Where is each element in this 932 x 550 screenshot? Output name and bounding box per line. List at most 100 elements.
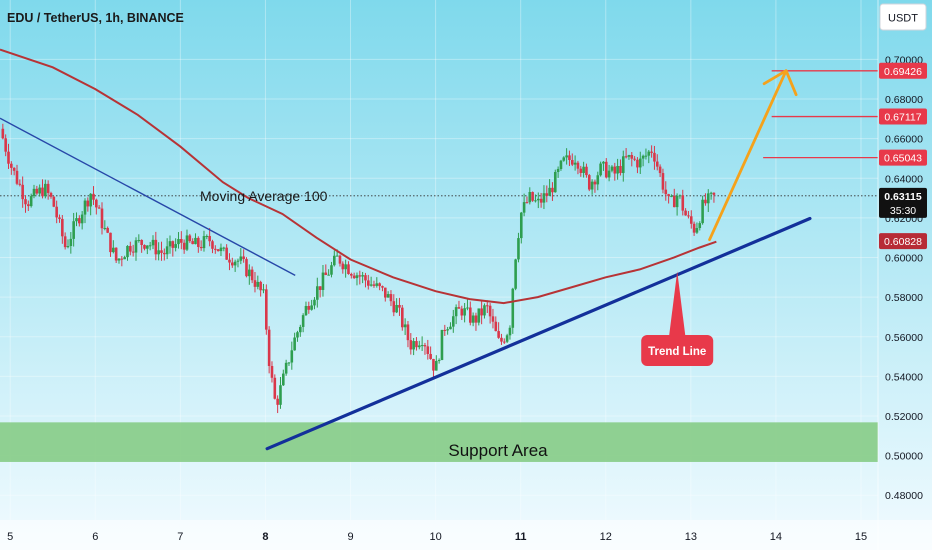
candle-body	[174, 244, 177, 248]
candle-body	[471, 315, 475, 323]
candle-body	[15, 170, 19, 184]
candle-body	[242, 256, 245, 260]
candle-body	[636, 159, 639, 168]
candle-body	[321, 272, 325, 290]
candle-body	[389, 294, 393, 302]
candle-body	[664, 189, 668, 195]
y-tick-label: 0.66000	[885, 134, 923, 146]
candle-body	[650, 151, 653, 153]
candle-body	[653, 152, 656, 162]
candle-body	[168, 241, 172, 247]
candle-body	[392, 301, 396, 313]
candle-body	[256, 281, 260, 287]
candle-body	[451, 316, 455, 327]
candle-body	[112, 247, 115, 253]
candle-body	[92, 193, 95, 200]
downtrend-line	[0, 117, 296, 276]
trend-line-label: Trend Line	[648, 346, 706, 358]
x-tick-label: 13	[685, 531, 697, 543]
x-tick-label: 7	[177, 531, 183, 543]
candle-body	[199, 246, 203, 249]
price-level-badge	[879, 108, 927, 125]
candle-body	[27, 204, 30, 207]
candle-body	[324, 272, 328, 275]
candle-body	[409, 340, 413, 350]
candle-body	[41, 187, 44, 197]
candle-body	[24, 199, 27, 205]
candle-body	[330, 265, 333, 275]
y-tick-label: 0.68000	[885, 94, 923, 106]
x-tick-label: 6	[92, 531, 98, 543]
candle-body	[573, 162, 577, 165]
candle-body	[565, 155, 568, 158]
candle-body	[284, 362, 288, 374]
candle-body	[338, 255, 342, 264]
candle-body	[222, 247, 226, 249]
candle-body	[613, 166, 617, 174]
candle-body	[86, 200, 90, 207]
candle-body	[576, 162, 580, 169]
candle-body	[412, 341, 415, 350]
candle-body	[194, 237, 197, 245]
candle-body	[528, 192, 532, 203]
candlesticks	[1, 123, 716, 414]
y-tick-label: 0.54000	[885, 371, 923, 383]
current-price-badge	[879, 187, 927, 218]
candle-body	[684, 210, 687, 216]
candle-body	[437, 359, 441, 362]
price-level-badge-label: 0.67117	[884, 112, 921, 124]
candle-body	[154, 239, 158, 255]
candle-body	[262, 289, 265, 291]
candle-body	[658, 166, 662, 174]
candle-body	[49, 192, 53, 197]
candle-body	[548, 187, 551, 196]
candle-body	[287, 362, 291, 364]
candle-body	[695, 228, 699, 233]
candle-body	[270, 365, 274, 378]
candle-body	[143, 244, 146, 249]
candle-body	[89, 193, 92, 207]
candle-body	[120, 258, 124, 260]
candle-body	[1, 128, 5, 139]
candle-body	[310, 305, 313, 310]
candle-body	[607, 170, 611, 178]
candle-body	[638, 158, 642, 168]
candle-body	[420, 345, 424, 347]
candle-body	[134, 240, 138, 253]
candle-body	[585, 166, 588, 176]
candle-body	[531, 192, 534, 201]
candle-body	[83, 200, 87, 215]
candle-body	[165, 246, 169, 255]
candle-body	[367, 280, 370, 286]
trend-line-callout: Trend Line	[641, 271, 714, 366]
candle-body	[276, 398, 279, 405]
candle-body	[282, 373, 285, 386]
x-tick-label: 5	[7, 531, 13, 543]
candle-body	[534, 200, 537, 202]
candle-body	[505, 335, 509, 342]
candle-body	[44, 183, 47, 197]
candle-body	[698, 223, 702, 229]
candle-body	[358, 275, 362, 277]
y-tick-label: 0.50000	[885, 451, 923, 463]
candle-body	[706, 193, 710, 204]
currency-button[interactable]: USDT	[879, 3, 927, 31]
candle-body	[579, 168, 583, 173]
candle-body	[689, 216, 693, 224]
candle-body	[137, 239, 141, 241]
candle-body	[375, 283, 379, 286]
price-level-badge	[879, 62, 927, 79]
candle-body	[403, 324, 407, 328]
candle-body	[267, 329, 271, 366]
candle-body	[117, 258, 121, 261]
candle-body	[466, 307, 469, 309]
candle-body	[630, 155, 634, 159]
candle-body	[517, 238, 520, 260]
candle-body	[80, 214, 84, 224]
candle-body	[355, 275, 359, 279]
candle-body	[216, 249, 220, 252]
candle-body	[163, 252, 166, 255]
candle-body	[361, 275, 364, 277]
candle-body	[131, 251, 135, 253]
x-tick-label: 9	[347, 531, 353, 543]
